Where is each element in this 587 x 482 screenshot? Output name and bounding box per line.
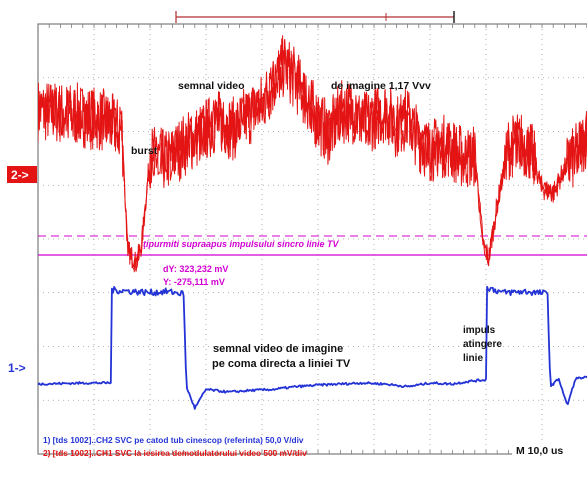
- trace-layer: [38, 35, 587, 410]
- annotation-touch: atingere: [463, 339, 502, 350]
- legend-ch1-entry: 2) [tds 1002]..CH1 SVC la iesirea demodu…: [43, 448, 307, 458]
- ch1-trace-envelope: [38, 45, 587, 268]
- cursor-readout-dy: dY: 323,232 mV: [163, 264, 228, 274]
- ch2-marker: 1->: [8, 361, 26, 375]
- annotation-burst: burst: [131, 145, 158, 157]
- svg-text:1->: 1->: [8, 361, 26, 375]
- annotation-ch1-video-signal: semnal video: [178, 80, 245, 92]
- legend-ch2-entry: 1) [tds 1002]..CH2 SVC pe catod tub cine…: [43, 435, 304, 445]
- annotation-line: linie: [463, 353, 483, 364]
- annotation-ch2-line2: pe coma directa a liniei TV: [212, 358, 351, 370]
- annotation-ch2-line1: semnal video de imagine: [213, 343, 343, 355]
- svg-text:2->: 2->: [11, 168, 29, 182]
- cursor-line-label: ţipurmiti supraapus impulsului sincro li…: [143, 239, 340, 249]
- ch1-marker: 2->: [7, 166, 37, 183]
- annotation-impulse: impuls: [463, 325, 496, 336]
- horizontal-position-bracket: [175, 11, 455, 23]
- cursor-readout-y: Y: -275,111 mV: [163, 277, 225, 287]
- timebase-readout: M 10,0 us: [516, 445, 563, 457]
- ch2-trace: [38, 285, 587, 410]
- annotation-ch1-amplitude: de imagine 1,17 Vvv: [331, 80, 431, 92]
